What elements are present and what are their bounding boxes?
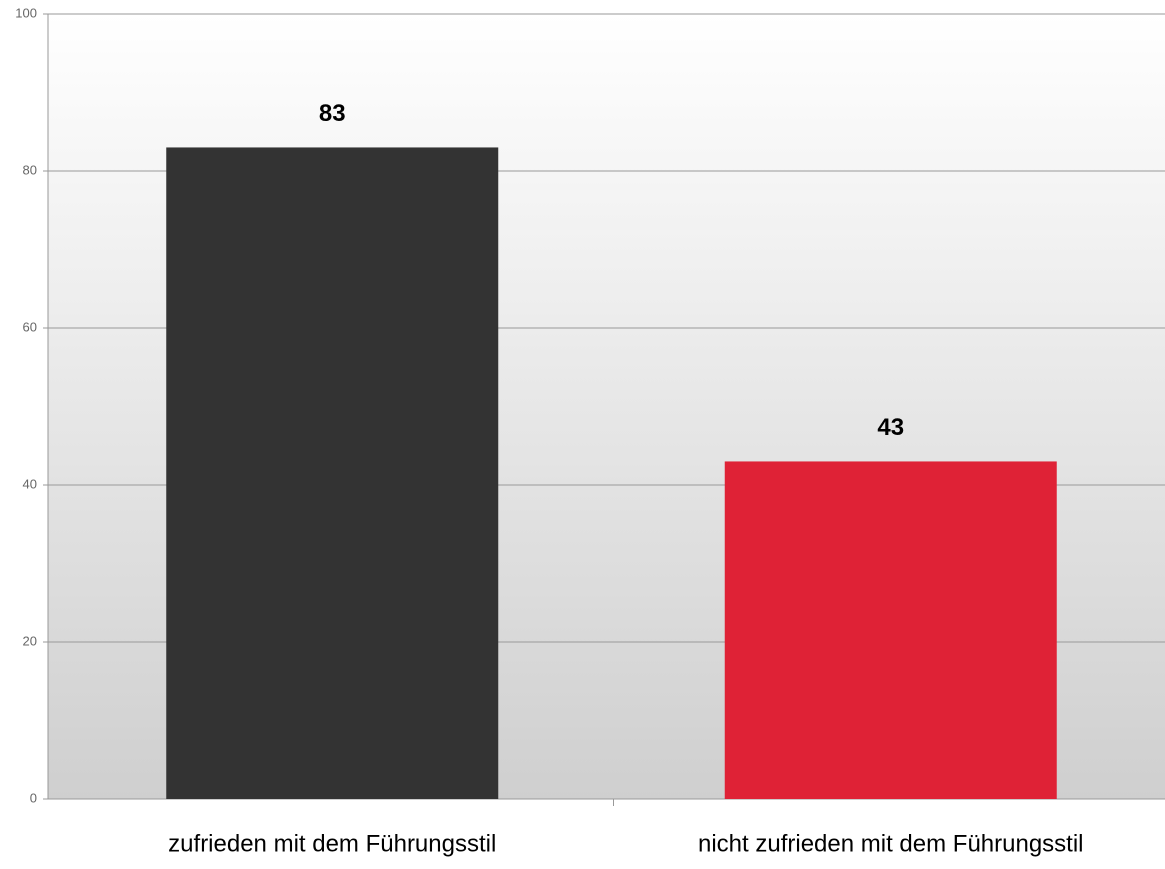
y-tick-label: 40 [23,476,37,491]
data-label: 83 [319,100,346,127]
data-label: 43 [877,414,904,441]
y-tick-label: 100 [15,5,37,20]
y-tick-label: 0 [30,790,37,805]
bar [166,147,499,799]
y-tick-label: 20 [23,633,37,648]
x-tick-label: zufrieden mit dem Führungsstil [168,830,496,857]
x-tick-label: nicht zufrieden mit dem Führungsstil [698,830,1084,857]
y-tick-label: 60 [23,319,37,334]
y-tick-label: 80 [23,162,37,177]
bar [724,461,1057,799]
